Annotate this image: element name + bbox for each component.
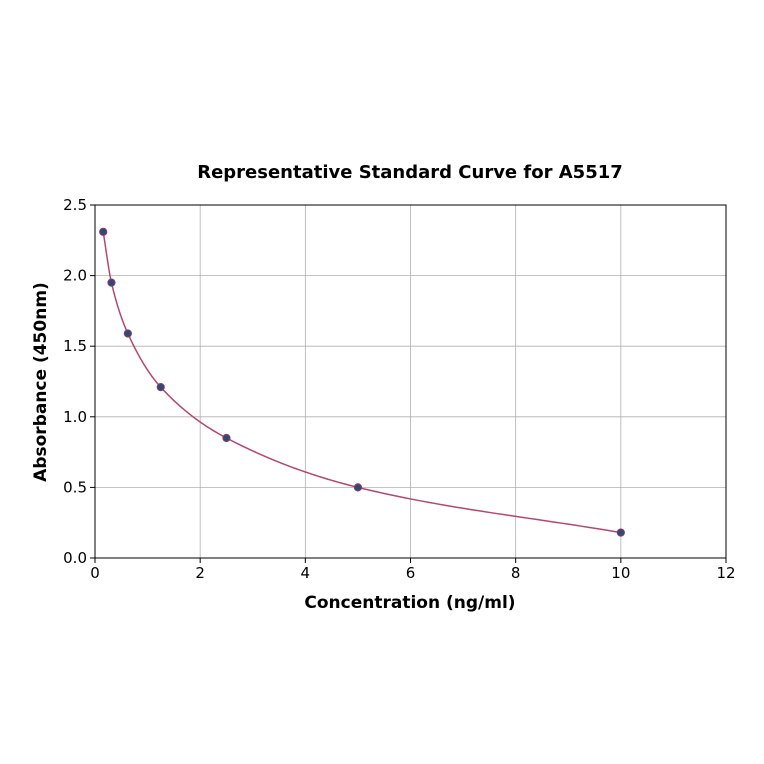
data-point <box>123 329 132 338</box>
x-tick-label: 0 <box>90 564 100 582</box>
data-point <box>222 433 231 443</box>
x-tick-label: 10 <box>611 564 630 582</box>
x-axis-ticks: 0 2 4 6 8 10 12 <box>90 558 736 582</box>
x-tick-label: 12 <box>716 564 735 582</box>
data-point <box>616 528 625 537</box>
y-tick-label: 1.0 <box>63 408 87 426</box>
data-points <box>99 227 625 537</box>
y-tick-label: 2.5 <box>63 196 87 214</box>
data-point <box>99 227 108 236</box>
y-tick-label: 2.0 <box>63 267 87 285</box>
chart-title: Representative Standard Curve for A5517 <box>197 162 623 183</box>
data-point <box>156 383 165 392</box>
y-axis-label: Absorbance (450nm) <box>31 282 51 482</box>
x-tick-label: 6 <box>406 564 416 582</box>
x-tick-label: 4 <box>301 564 311 582</box>
data-point <box>353 483 363 492</box>
y-tick-label: 0.0 <box>63 549 87 567</box>
grid-lines <box>94 204 727 559</box>
y-axis-ticks: 0.0 0.5 1.0 1.5 2.0 2.5 <box>63 196 95 567</box>
y-tick-label: 0.5 <box>63 478 87 496</box>
y-tick-label: 1.5 <box>63 337 87 355</box>
x-axis-label: Concentration (ng/ml) <box>304 593 515 613</box>
plot-frame <box>94 204 727 559</box>
x-tick-label: 8 <box>511 564 521 582</box>
x-tick-label: 2 <box>195 564 205 582</box>
data-point <box>107 278 116 287</box>
